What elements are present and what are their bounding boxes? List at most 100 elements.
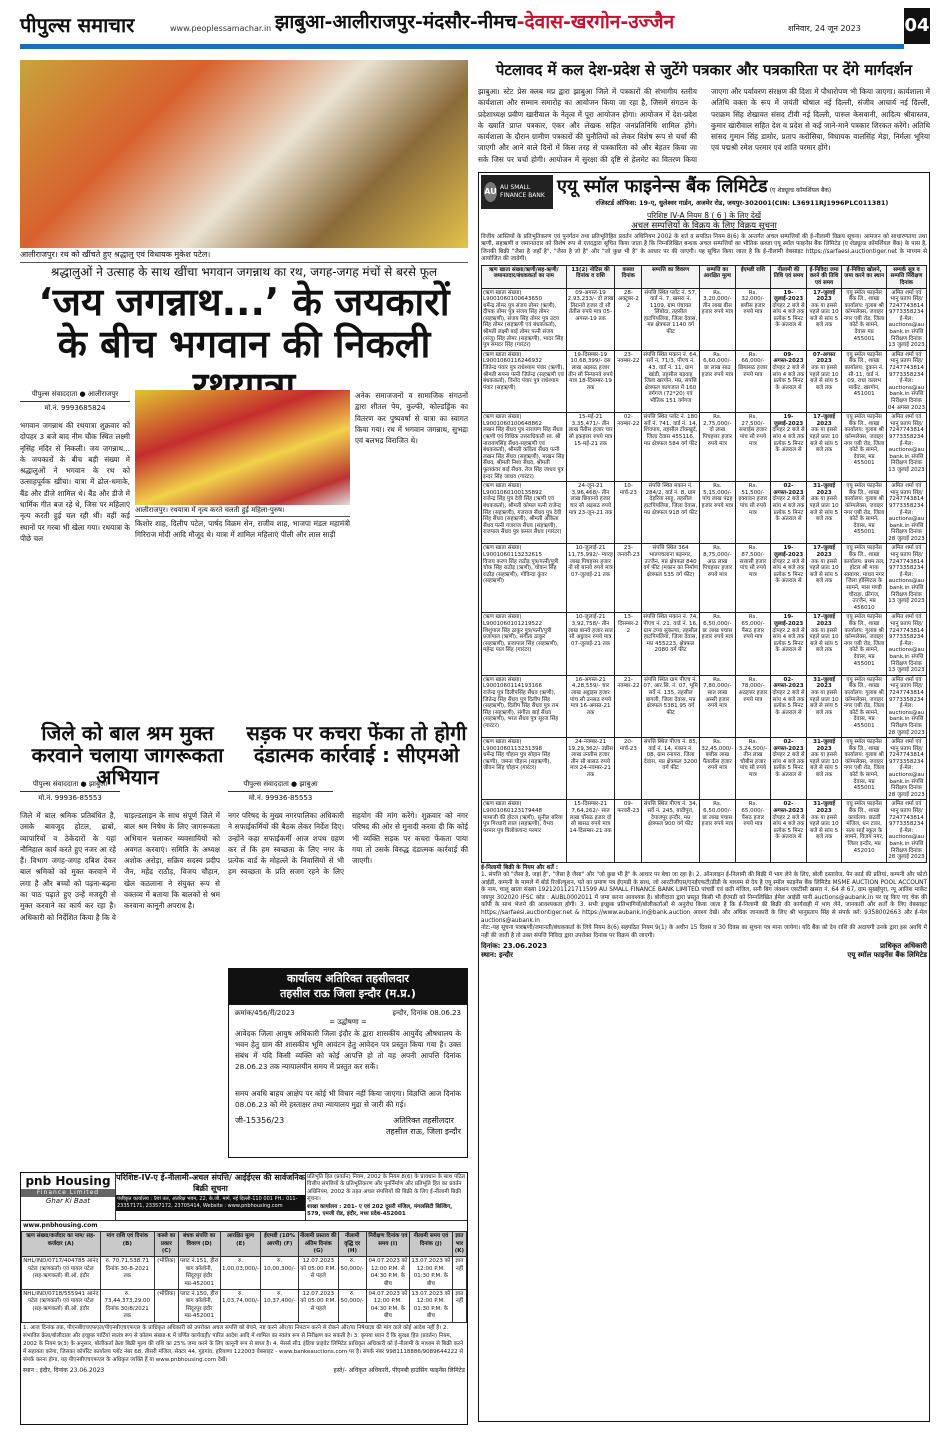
petlawad-body: झाबुआ। स्टेट प्रेस क्लब मप्र द्वारा झाबु… <box>478 87 930 164</box>
table-cell: (ऋण खाता संख्या) L9001060114193166 राजेन्द… <box>481 674 567 739</box>
column-header: ई-निविदा जमा करने की तिथि एवं समय <box>805 264 843 289</box>
text: 02-अगस्त-2023 <box>773 676 804 690</box>
text: अमित शर्मा एवं भानु प्रताप सिंह/ 7247743… <box>888 483 925 536</box>
garbage-headline: सड़क पर कचरा फेंका तो होगी दंडात्मक कार्… <box>246 721 467 767</box>
table-cell: अमित शर्मा एवं भानु प्रताप सिंह/ 7247743… <box>885 287 928 351</box>
table-cell: (ऋण खाता संख्या) L9001060113231398 धर्मेन्… <box>481 737 567 801</box>
text: 17-जुलाई 2023 <box>813 545 836 559</box>
text: 09-फरवरी-23 <box>617 801 640 815</box>
text: Rs. 65,000/- पैंसठ हजार रुपये मात्र <box>741 614 765 641</box>
text: (ऋण खाता संख्या) <box>483 614 522 621</box>
table-cell: एयू स्मॉल फाइनेंस बैंक लि., शाखा कार्याल… <box>841 674 887 739</box>
text: 09-अगस्त-19 2,93,233/- दो लाख तिरानवे हज… <box>567 289 614 322</box>
column-header: आरक्षित मूल्य (E) <box>219 1231 262 1258</box>
text: एयू स्मॉल फाइनेंस बैंक लि., शाखा कार्याल… <box>844 614 885 667</box>
text: L9001060100643650 <box>483 296 543 303</box>
table-cell: Rs. 7,80,000/- सात लाख अस्सी हजार रुपये … <box>699 674 736 739</box>
text: अमित शर्मा एवं भानु प्रताप सिंह/ 7247743… <box>888 351 925 404</box>
notice-body: आवेदक जिला आयुष अधिकारी जिला इंदौर के द्… <box>235 1028 461 1072</box>
byline: पीपुल्स संवाददाता ● आलीराजपुर <box>20 390 130 403</box>
column-header: नीलामी की तिथि एवं समय <box>770 264 807 289</box>
text: 13 जुलाई 2023 <box>888 598 925 605</box>
text: 15-दिसम्बर-21 7,64,262/- सात लाख चौंसठ ह… <box>569 801 612 834</box>
edition-names-highlight: -देवास-खरगोन-उज्जैन <box>516 11 675 33</box>
text: संपत्ति स्थित ग्राम पीएच नं. 07, आर.सि. … <box>643 676 698 716</box>
text: 21-नवम्बर-22 <box>617 676 640 690</box>
text: दोपहर 2 बजे से सांय 4 बजे तक प्रत्येक 5 … <box>772 627 805 654</box>
text: 28 जुलाई 2023 <box>888 791 925 798</box>
table-row: NHL/IND/0717/404785 आनंद पटेल (ऋणकर्ता) … <box>21 1256 467 1291</box>
table-cell: 09-फरवरी-23 <box>614 799 643 863</box>
text: 28 जुलाई 2023 <box>888 535 925 542</box>
text: 19-जुलाई-2023 <box>773 289 804 303</box>
text: 15-मई-21 3,35,471/- तीन लाख पैंतीस हजार … <box>568 414 613 447</box>
au-bank-title: एयू स्मॉल फाइनेन्स बैंक लिमिटेड <box>557 176 768 197</box>
text: मामाजी की होटल (ऋणी), सुनील बरिया पुत्र … <box>483 814 563 834</box>
text: तक या इससे पहले प्रातः 10 बजे से सांय 5 … <box>809 752 839 779</box>
table-cell: Rs. 3,24,500/- तीन लाख चौबीस हजार पांच स… <box>734 737 772 801</box>
text: एयू स्मॉल फाइनेंस बैंक लि., शाखा कार्याल… <box>844 351 884 398</box>
text: तक या इससे पहले प्रातः 10 बजे से सांय 5 … <box>809 496 839 523</box>
text: Rs. 8,75,000/- आठ लाख पिचहत्तर हजार रुपय… <box>702 545 733 578</box>
photo2-caption: आलीराजपुर। रथयात्रा में नृत्य करते चलती … <box>135 505 350 518</box>
text: Rs. 2,75,000/- दो लाख पिचहत्तर हजार रुपय… <box>702 414 733 447</box>
byline: पीपुल्स संवाददाता ● झाबुआ <box>228 780 333 793</box>
au-auction-table: ऋण खाता संख्या/ऋणी/सह-ऋणी/जमानतदार/बंधकक… <box>481 264 928 863</box>
text: Rs. 6,50,000/- छः लाख पचास हजार रुपये मा… <box>701 801 734 828</box>
table-cell: रु. 73,44,373.29.00 दिनांक 30/8/2021 तक <box>99 1289 156 1323</box>
text: 20-मार्च-23 <box>619 739 637 752</box>
table-row: (ऋण खाता संख्या) L9001060123179448 मामाजी … <box>481 799 928 863</box>
table-cell: 02-अगस्त-2023 दोपहर 2 बजे से सांय 4 बजे त… <box>770 737 807 801</box>
table-cell: Rs. 8,75,000/- आठ लाख पिचहत्तर हजार रुपय… <box>699 543 736 614</box>
text: 28-अक्टूबर-22 <box>617 289 639 309</box>
text: 13 जुलाई 2023 <box>888 342 925 349</box>
table-cell: NHL/IND/0718/555941 आनंद पटेल (ऋणकर्ता) … <box>21 1289 101 1323</box>
text: एयू स्मॉल फाइनेंस बैंक लि., शाखा कार्याल… <box>844 289 885 342</box>
table-cell: प्लाट नं.150, हीरा बाग कॉलोनी, सिंदूरपुर… <box>177 1289 221 1323</box>
notice-body-2: समय अवधि बाहय आक्षेप पर कोई भी विचार नही… <box>235 1088 461 1109</box>
table-cell: संपत्ति स्थित पीएच नं. 85, वार्ड नं. 14,… <box>641 737 701 801</box>
pnb-title: परिशिष्ट-IV-ए ई-नीलामी-अचल संपत्ति/ आईईए… <box>116 1173 305 1193</box>
text: Rs. 66,000/- छियासठ हजार रुपये मात्र <box>738 351 768 378</box>
column-header: सम्पत्ति का आरक्षित मूल्य <box>699 264 736 289</box>
text: दोपहर 2 बजे से सांय 4 बजे तक प्रत्येक 5 … <box>772 558 805 585</box>
table-cell: एयू स्मॉल फाइनेंस बैंक लि., शाखा कार्याल… <box>841 412 887 483</box>
table-row: (ऋण खाता संख्या) L9001060116246932 जितेन्द… <box>481 349 928 414</box>
masthead: पीपुल्स समाचार www.peoplessamachar.in झा… <box>20 8 930 49</box>
table-cell: 15-मई-21 3,35,471/- तीन लाख पैंतीस हजार … <box>565 412 616 483</box>
text: (ऋण खाता संख्या) <box>483 801 522 808</box>
text: संपत्ति स्थित पीएच नं. 34, सर्वे नं. 245… <box>643 801 698 828</box>
text: L9001060114193166 <box>483 683 543 690</box>
text: 17-जुलाई 2023 <box>813 614 836 627</box>
text: 13 जुलाई 2023 <box>888 466 925 473</box>
text: 10-जुलाई-21 11,75,992/- ग्यारह लाख पिचहत… <box>568 545 613 578</box>
text: अमित शर्मा एवं भानु प्रताप सिंह/ 7247743… <box>888 289 925 342</box>
text: Rs. 6,50,000/- छः लाख पचास हजार रुपये मा… <box>701 614 734 641</box>
text: अमित शर्मा एवं भानु प्रताप सिंह/ 7247743… <box>888 414 925 467</box>
text: Rs. 27,500/- सत्ताईस हजार पांच सौ रुपये … <box>739 414 767 447</box>
text: धर्मेन्द्र सिंह चौहान पुत्र सोहान सिंह (… <box>483 752 552 772</box>
notice-code: जी-15356/23 <box>235 1116 285 1126</box>
lead-body-col1: भगवान जगन्नाथ की रथयात्रा शुक्रवार को दो… <box>20 421 130 543</box>
text: (ऋण खाता संख्या) <box>483 545 522 552</box>
text: एयू स्मॉल फाइनेंस बैंक लि., शाखा कार्याल… <box>844 676 885 729</box>
table-cell: 31-जुलाई 2023 तक या इससे पहले प्रातः 10 ब… <box>805 799 843 863</box>
table-cell: Rs. 3,20,000/- तीन लाख बीस हजार रुपये मा… <box>699 287 736 351</box>
pnb-registered-office: पंजीकृत कार्यालय : 9वां तल, अंतरिक्ष भवन… <box>116 1195 305 1211</box>
column-header: कब्जे का प्रकार (C) <box>154 1231 179 1258</box>
header-rule <box>20 44 904 49</box>
text: Rs. 3,24,500/- तीन लाख चौबीस हजार पांच स… <box>738 739 768 779</box>
text: Finance Limited <box>21 1189 115 1198</box>
text: 31-जुलाई 2023 <box>813 676 836 690</box>
column-header: ऋण खाता संख्या/ऋणी/सह-ऋणी/जमानतदार/बंधकक… <box>481 264 567 289</box>
text: तक या इससे पहले प्रातः 10 बजे से सांय 5 … <box>809 558 839 585</box>
table-cell: (ऋण खाता संख्या) L9001060123179448 मामाजी … <box>481 799 567 863</box>
text: दोपहर 2 बजे से सांय 4 बजे तक प्रत्येक 5 … <box>772 302 805 329</box>
table-cell: 17-जुलाई 2023 तक या इससे पहले प्रातः 10 ब… <box>805 612 843 676</box>
pnb-website[interactable]: www.pnbhousing.com <box>23 1222 98 1229</box>
text: संपत्ति स्थित पीएच नं. 85, वार्ड नं. 14,… <box>643 739 698 772</box>
text: Rs. 32,000/- बत्तीस हजार रुपये मात्र <box>740 289 766 316</box>
table-cell: 19-जुलाई-2023 दोपहर 2 बजे से सांय 4 बजे त… <box>770 543 807 614</box>
lead-body-col3: अनेक समाजजनों व सामाजिक संगठनों द्वारा श… <box>355 391 468 446</box>
child-labour-body: जिले में बाल श्रमिक प्रतिबंधित है, उसके … <box>20 811 220 922</box>
